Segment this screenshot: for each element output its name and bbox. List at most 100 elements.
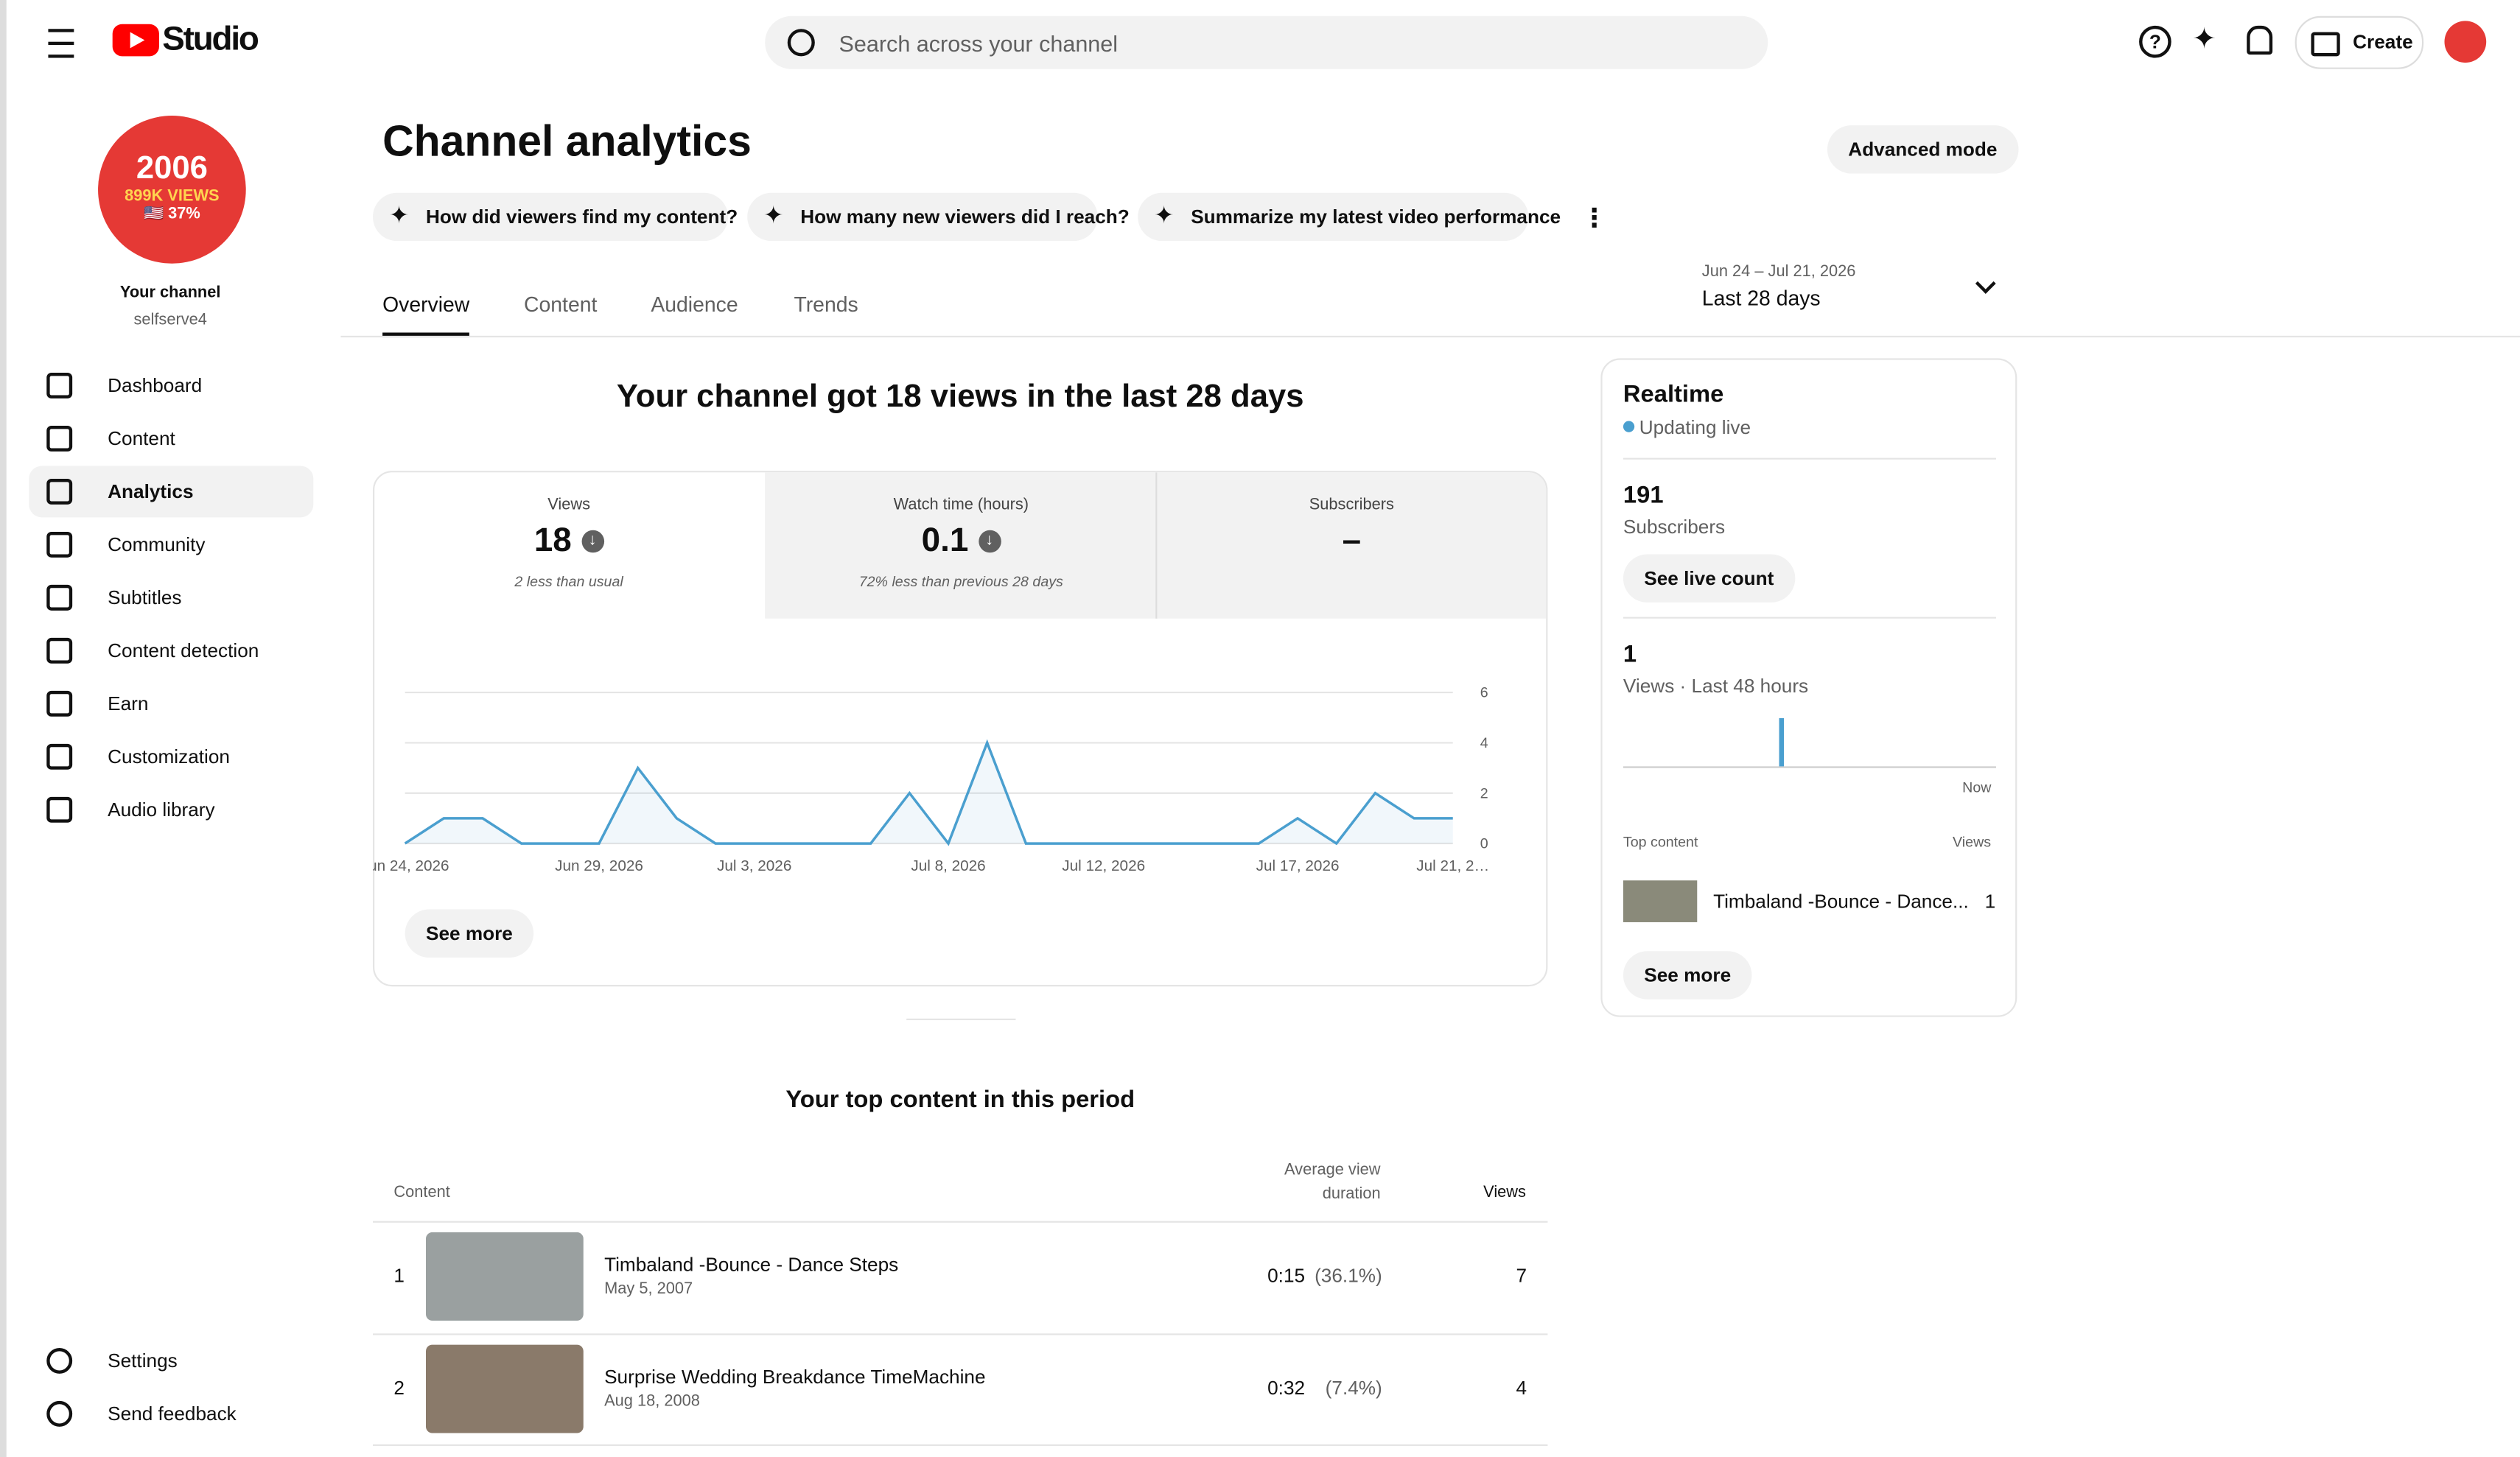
- nav-icon: [46, 637, 73, 664]
- duration: 0:15: [1267, 1264, 1306, 1288]
- x-tick-label: Jul 12, 2026: [1062, 857, 1145, 874]
- channel-avatar[interactable]: 2006 899K VIEWS 🇺🇸 37%: [98, 116, 246, 264]
- x-tick-label: Jul 21, 2…: [1416, 857, 1489, 874]
- avatar-text: 🇺🇸 37%: [143, 206, 200, 224]
- nav-item[interactable]: Customization: [108, 745, 230, 768]
- nav-item[interactable]: Audio library: [108, 798, 215, 821]
- nav-item[interactable]: Content: [108, 427, 175, 450]
- video-title[interactable]: Surprise Wedding Breakdance TimeMachine: [604, 1365, 986, 1388]
- nav-item[interactable]: Send feedback: [108, 1402, 237, 1425]
- nav-item[interactable]: Community: [108, 533, 206, 556]
- views-column-label: Views: [1953, 834, 1992, 850]
- tab-indicator: [382, 332, 469, 338]
- summary-card: [373, 471, 1548, 987]
- nav-item[interactable]: Subtitles: [108, 586, 182, 609]
- realtime-title: Realtime: [1623, 380, 1724, 409]
- top-item-title[interactable]: Timbaland -Bounce - Dance...: [1713, 890, 1969, 913]
- live-dot: [1623, 421, 1635, 432]
- baseline: [1623, 766, 1996, 768]
- nav-icon: [46, 743, 73, 770]
- divider: [1623, 617, 1996, 619]
- metric-note: 72% less than previous 28 days: [858, 573, 1063, 590]
- prompt-chip[interactable]: [747, 192, 1098, 242]
- dropdown-icon[interactable]: [1975, 273, 1996, 294]
- nav-icon: [46, 373, 73, 399]
- divider: [906, 1018, 1016, 1021]
- period[interactable]: Last 28 days: [1701, 286, 1821, 310]
- create-button[interactable]: Create: [2295, 15, 2424, 69]
- y-tick-label: 2: [1480, 785, 1488, 801]
- metric-label[interactable]: Watch time (hours): [893, 496, 1029, 514]
- nav-active-bg: [29, 466, 314, 518]
- date-range[interactable]: Jun 24 – Jul 21, 2026: [1701, 263, 1856, 281]
- nav-item[interactable]: Content detection: [108, 639, 259, 662]
- metric-label[interactable]: Views: [547, 496, 591, 514]
- views-label: Views · Last 48 hours: [1623, 675, 1809, 698]
- menu-button[interactable]: [48, 29, 74, 58]
- nav-item[interactable]: Earn: [108, 692, 149, 715]
- metric-note: 2 less than usual: [514, 573, 623, 590]
- nav-item[interactable]: Analytics: [108, 480, 194, 503]
- see-live-button[interactable]: See live count: [1623, 554, 1795, 603]
- channel-label: Your channel: [119, 284, 221, 303]
- see-more-button[interactable]: See more: [405, 909, 534, 958]
- logo-text[interactable]: Studio: [162, 21, 259, 58]
- tab[interactable]: Content: [524, 292, 598, 317]
- sparkle-icon[interactable]: ✦: [2192, 22, 2216, 55]
- y-tick-label: 6: [1480, 685, 1488, 701]
- nav-item[interactable]: Settings: [108, 1349, 178, 1372]
- video-date: May 5, 2007: [604, 1280, 693, 1299]
- more-options[interactable]: ⋮: [1581, 206, 1608, 234]
- metric-value-text: 18: [533, 522, 572, 560]
- divider: [1623, 457, 1996, 460]
- rank: 2: [393, 1377, 405, 1400]
- notifications-icon[interactable]: [2247, 25, 2273, 55]
- x-tick-label: Jun 24, 2026: [373, 857, 449, 874]
- sparkle-icon: ✦: [388, 202, 410, 230]
- down-icon: ↓: [581, 530, 604, 554]
- tab[interactable]: Trends: [794, 292, 858, 317]
- subscriber-label: Subscribers: [1623, 516, 1726, 538]
- nav-icon: [46, 1347, 73, 1374]
- subscriber-count: 191: [1623, 482, 1664, 510]
- views-count: 1: [1623, 641, 1637, 669]
- create-icon: [2311, 32, 2340, 57]
- x-tick-label: Jul 3, 2026: [717, 857, 791, 874]
- duration: 0:32: [1267, 1377, 1306, 1400]
- page-title: Channel analytics: [382, 117, 752, 166]
- video-title[interactable]: Timbaland -Bounce - Dance Steps: [604, 1253, 899, 1276]
- section-title: Your top content in this period: [785, 1086, 1135, 1114]
- video-date: Aug 18, 2008: [604, 1393, 700, 1411]
- tab[interactable]: Overview: [382, 292, 470, 317]
- tab[interactable]: Audience: [651, 292, 738, 317]
- x-tick-label: Jul 17, 2026: [1256, 857, 1340, 874]
- metric-value: –: [1191, 522, 1512, 561]
- views: 4: [1516, 1377, 1527, 1400]
- search-placeholder: Search across your channel: [839, 30, 1119, 57]
- prompt-text: How did viewers find my content?: [425, 206, 738, 228]
- line: [404, 739, 1453, 846]
- divider: [1155, 472, 1158, 619]
- thumbnail[interactable]: [425, 1232, 584, 1321]
- nav-icon: [46, 425, 73, 452]
- nav-item[interactable]: Dashboard: [108, 374, 203, 397]
- duration-percent: (36.1%): [1315, 1264, 1382, 1288]
- headline: Your channel got 18 views in the last 28…: [616, 379, 1304, 415]
- thumbnail[interactable]: [425, 1344, 584, 1433]
- metric-value-text: 0.1: [921, 522, 969, 560]
- advanced-mode-button[interactable]: Advanced mode: [1827, 125, 2018, 174]
- views-chart: 0 2 4 6 Jun 24, 2026 Jun 29, 2026 Jul 3, 2026 J…: [373, 685, 1489, 875]
- logo-icon: [112, 24, 159, 57]
- search-box[interactable]: Search across your channel: [765, 15, 1768, 69]
- help-icon[interactable]: ?: [2139, 25, 2171, 58]
- see-more-button[interactable]: See more: [1623, 951, 1752, 1000]
- column-header: Average view duration: [1284, 1161, 1381, 1204]
- metric-value: 18 ↓: [408, 522, 729, 561]
- prompt-chip[interactable]: [373, 192, 729, 242]
- sparkle-icon: ✦: [1154, 202, 1175, 230]
- thumbnail[interactable]: [1623, 880, 1698, 922]
- metric-label[interactable]: Subscribers: [1309, 496, 1394, 514]
- prompt-chip[interactable]: [1138, 192, 1529, 242]
- account-avatar[interactable]: [2444, 21, 2487, 63]
